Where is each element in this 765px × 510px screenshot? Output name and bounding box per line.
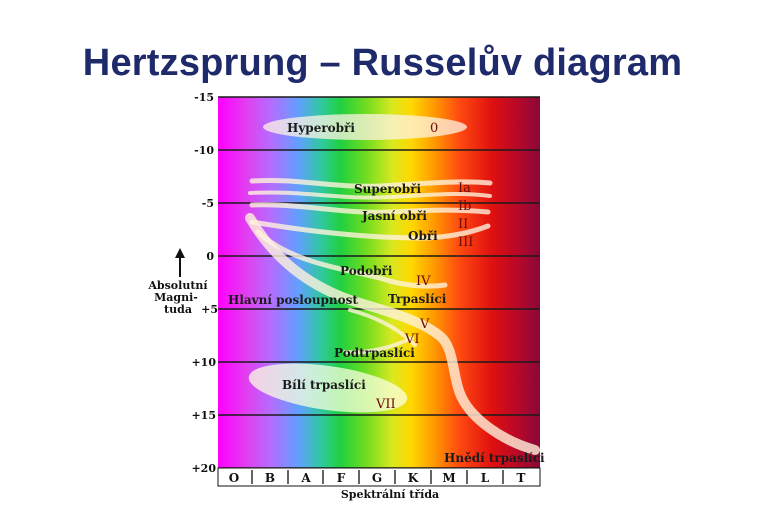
y-tick-label: +20 bbox=[191, 462, 216, 475]
spectrum-band bbox=[218, 97, 540, 469]
lum-class-ib: Ib bbox=[458, 199, 471, 214]
spectral-class-f: F bbox=[337, 471, 346, 485]
y-tick-label: +10 bbox=[191, 356, 216, 369]
spectral-class-o: O bbox=[229, 471, 239, 485]
region-label-superobri: Superobři bbox=[354, 182, 421, 196]
lum-class-iv: IV bbox=[416, 274, 431, 289]
hyperobri-ellipse bbox=[263, 114, 467, 140]
lum-class-0: 0 bbox=[430, 121, 438, 136]
y-tick-label: -15 bbox=[194, 91, 214, 104]
band-jasni-obri bbox=[249, 202, 491, 215]
lum-class-vi: VI bbox=[404, 332, 420, 347]
spectral-class-strip bbox=[217, 467, 541, 487]
band-trpaslici bbox=[348, 308, 417, 347]
region-label-bili-trpaslici: Bílí trpaslíci bbox=[282, 378, 366, 392]
page-title: Hertzsprung – Russelův diagram bbox=[82, 42, 683, 84]
x-axis-label: Spektrální třída bbox=[341, 488, 439, 501]
band-obri bbox=[249, 219, 491, 241]
lum-class-vii: VII bbox=[375, 397, 396, 412]
y-axis-label-line: Absolutní bbox=[147, 279, 208, 292]
region-label-hlavni-posloupnost: Hlavní posloupnost bbox=[228, 293, 358, 307]
y-tick-label: +5 bbox=[201, 303, 218, 316]
y-axis-label-line: Magni- bbox=[154, 291, 198, 304]
bili-trpaslici-ellipse bbox=[248, 363, 408, 413]
region-label-podobri: Podobři bbox=[340, 264, 393, 278]
y-tick-label: +15 bbox=[191, 409, 216, 422]
spectral-class-k: K bbox=[408, 471, 419, 485]
region-label-jasni-obri: Jasní obři bbox=[361, 209, 427, 223]
lum-class-ii: II bbox=[458, 217, 468, 232]
spectral-class-l: L bbox=[481, 471, 490, 485]
region-label-hnedi-trpaslici: Hnědí trpaslíci bbox=[444, 451, 545, 465]
region-label-trpaslici: Trpaslíci bbox=[388, 292, 447, 306]
band-podtrpaslici bbox=[343, 336, 414, 355]
y-tick-label: -10 bbox=[194, 144, 214, 157]
band-hlavni-posloupnost bbox=[245, 213, 540, 455]
spectral-class-g: G bbox=[372, 471, 382, 485]
spectral-class-a: A bbox=[300, 471, 311, 485]
star-bands bbox=[245, 177, 540, 455]
y-axis-label-line: tuda bbox=[164, 303, 192, 316]
region-label-obri: Obři bbox=[408, 229, 438, 243]
band-superobri bbox=[249, 177, 493, 189]
region-label-podtrpaslici: Podtrpaslíci bbox=[334, 346, 415, 360]
y-tick-label: -5 bbox=[202, 197, 214, 210]
spectral-class-dividers bbox=[251, 470, 504, 484]
band-podobri bbox=[255, 229, 448, 289]
band-superobri-2 bbox=[248, 190, 492, 200]
spectral-class-t: T bbox=[517, 471, 526, 485]
y-tick-label: 0 bbox=[206, 250, 214, 263]
lum-class-v: V bbox=[419, 317, 430, 332]
spectral-class-m: M bbox=[442, 471, 455, 485]
region-label-hyperobri: Hyperobři bbox=[287, 121, 355, 135]
lum-class-iii: III bbox=[458, 235, 473, 250]
spectral-class-b: B bbox=[265, 471, 275, 485]
lum-class-ia: Ia bbox=[458, 181, 471, 196]
y-axis-arrow bbox=[175, 248, 185, 277]
